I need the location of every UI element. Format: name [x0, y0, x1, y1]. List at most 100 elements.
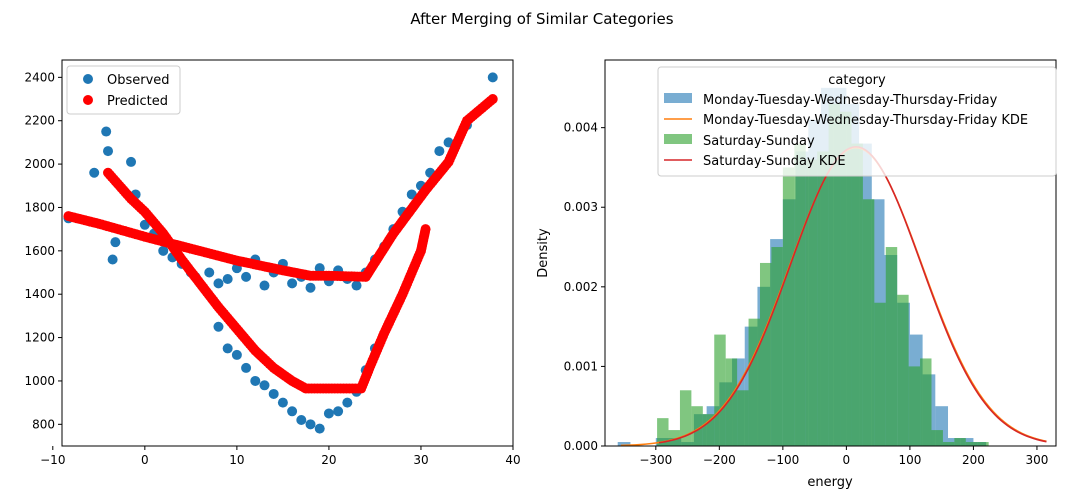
- x-tick-label: 100: [898, 453, 921, 467]
- observed-point: [305, 282, 316, 293]
- y-tick-label: 2200: [24, 114, 55, 128]
- weekend-hist-bar: [794, 143, 806, 446]
- y-tick-label: 0.002: [564, 280, 598, 294]
- legend-marker-predicted: [83, 95, 93, 105]
- weekend-hist-bar: [817, 151, 829, 447]
- histogram-legend-box: [657, 66, 1057, 177]
- y-tick-label: 2000: [24, 157, 55, 171]
- observed-point: [287, 278, 298, 289]
- legend-swatch-weekend-hist: [664, 134, 692, 144]
- observed-point: [296, 414, 307, 425]
- weekend-hist-bar: [657, 418, 669, 446]
- weekend-hist-bar: [725, 358, 738, 446]
- weekend-hist-bar: [771, 247, 783, 446]
- observed-point: [268, 388, 279, 399]
- weekend-hist-bar: [920, 358, 932, 446]
- weekend-hist-bar: [702, 414, 715, 446]
- legend-marker-observed: [83, 74, 93, 84]
- observed-point: [314, 423, 325, 434]
- weekend-hist-bar: [805, 159, 818, 446]
- histogram-ylabel: Density: [536, 228, 551, 278]
- weekend-hist-bar: [782, 167, 795, 446]
- observed-point: [222, 343, 233, 354]
- y-tick-label: 2400: [24, 70, 55, 84]
- observed-point: [139, 219, 150, 230]
- observed-point: [277, 397, 288, 408]
- histogram-xlabel: energy: [807, 475, 853, 490]
- weekend-hist-bar: [714, 334, 726, 446]
- weekend-hist-bar: [759, 262, 772, 446]
- x-tick-label: 20: [321, 453, 336, 467]
- observed-point: [287, 406, 298, 417]
- weekend-hist-bar: [885, 247, 898, 446]
- observed-point: [487, 72, 498, 83]
- weekend-hist-bar: [851, 143, 863, 446]
- scatter-legend-box: [66, 65, 181, 115]
- weekend-hist-bar: [942, 442, 955, 446]
- observed-point: [231, 349, 242, 360]
- y-tick-label: 1000: [24, 374, 55, 388]
- observed-point: [241, 362, 252, 373]
- weekend-hist-bar: [977, 442, 989, 446]
- weekend-hist-bar: [691, 406, 703, 446]
- observed-point: [314, 263, 325, 274]
- predicted-point: [420, 224, 431, 235]
- observed-point: [110, 237, 121, 248]
- observed-point: [434, 146, 445, 157]
- weekend-hist-bar: [737, 390, 749, 446]
- observed-point: [103, 146, 114, 157]
- y-tick-label: 0.004: [564, 121, 598, 135]
- observed-point: [158, 245, 169, 256]
- y-tick-label: 1800: [24, 200, 55, 214]
- x-tick-label: −200: [703, 453, 736, 467]
- legend-label-observed: Observed: [107, 73, 170, 88]
- observed-point: [305, 419, 316, 430]
- x-tick-label: −300: [639, 453, 672, 467]
- weekend-hist-bar: [828, 103, 841, 446]
- observed-point: [213, 278, 224, 289]
- y-tick-label: 0.001: [564, 359, 598, 373]
- y-tick-label: 1200: [24, 331, 55, 345]
- weekend-hist-bar: [840, 111, 852, 446]
- y-tick-label: 800: [32, 417, 55, 431]
- observed-point: [351, 280, 362, 291]
- legend-label-weekend-hist: Saturday-Sunday: [703, 134, 815, 149]
- legend-label-weekday-hist: Monday-Tuesday-Wednesday-Thursday-Friday: [703, 93, 998, 108]
- observed-point: [259, 280, 270, 291]
- scatter-plot-frame: [61, 59, 514, 447]
- observed-point: [204, 267, 215, 278]
- weekend-hist-bar: [874, 302, 886, 446]
- observed-point: [250, 375, 261, 386]
- predicted-series: [63, 94, 498, 394]
- observed-point: [213, 321, 224, 332]
- weekend-hist-bar: [668, 430, 680, 446]
- x-tick-label: 300: [1025, 453, 1048, 467]
- x-tick-label: 40: [505, 453, 520, 467]
- observed-point: [259, 380, 270, 391]
- histogram-panel: −300 −200 −100 0 100 200 300 0.000 0.001 0.002 0.0…: [536, 59, 1057, 490]
- legend-label-weekend-kde: Saturday-Sunday KDE: [703, 154, 846, 169]
- y-tick-label: 1400: [24, 287, 55, 301]
- observed-point: [101, 126, 112, 137]
- x-tick-label: 0: [843, 453, 851, 467]
- histogram-plot-frame: [604, 59, 1057, 447]
- histogram-bars: [617, 87, 989, 447]
- weekend-hist-bar: [965, 442, 978, 446]
- observed-point: [107, 254, 118, 265]
- observed-point: [323, 408, 334, 419]
- x-tick-label: −100: [766, 453, 799, 467]
- legend-title: category: [828, 73, 886, 88]
- scatter-plot-area: [62, 60, 513, 446]
- scatter-axes: −10 0 10 20 30 40 800 1000 1200 1400 1600 1800 2000 2…: [24, 70, 520, 467]
- weekday-hist-bar: [617, 442, 631, 446]
- observed-point: [241, 271, 252, 282]
- legend-swatch-weekday-hist: [664, 93, 692, 103]
- legend-label-weekday-kde: Monday-Tuesday-Wednesday-Thursday-Friday…: [703, 113, 1028, 128]
- weekend-hist-bar: [908, 366, 921, 446]
- scatter-panel: −10 0 10 20 30 40 800 1000 1200 1400 1600 1800 2000 2…: [24, 59, 521, 467]
- histogram-axes: −300 −200 −100 0 100 200 300 0.000 0.001 0.002 0.0…: [564, 121, 1049, 467]
- x-tick-label: 30: [413, 453, 428, 467]
- x-tick-label: 200: [962, 453, 985, 467]
- x-tick-label: −10: [40, 453, 65, 467]
